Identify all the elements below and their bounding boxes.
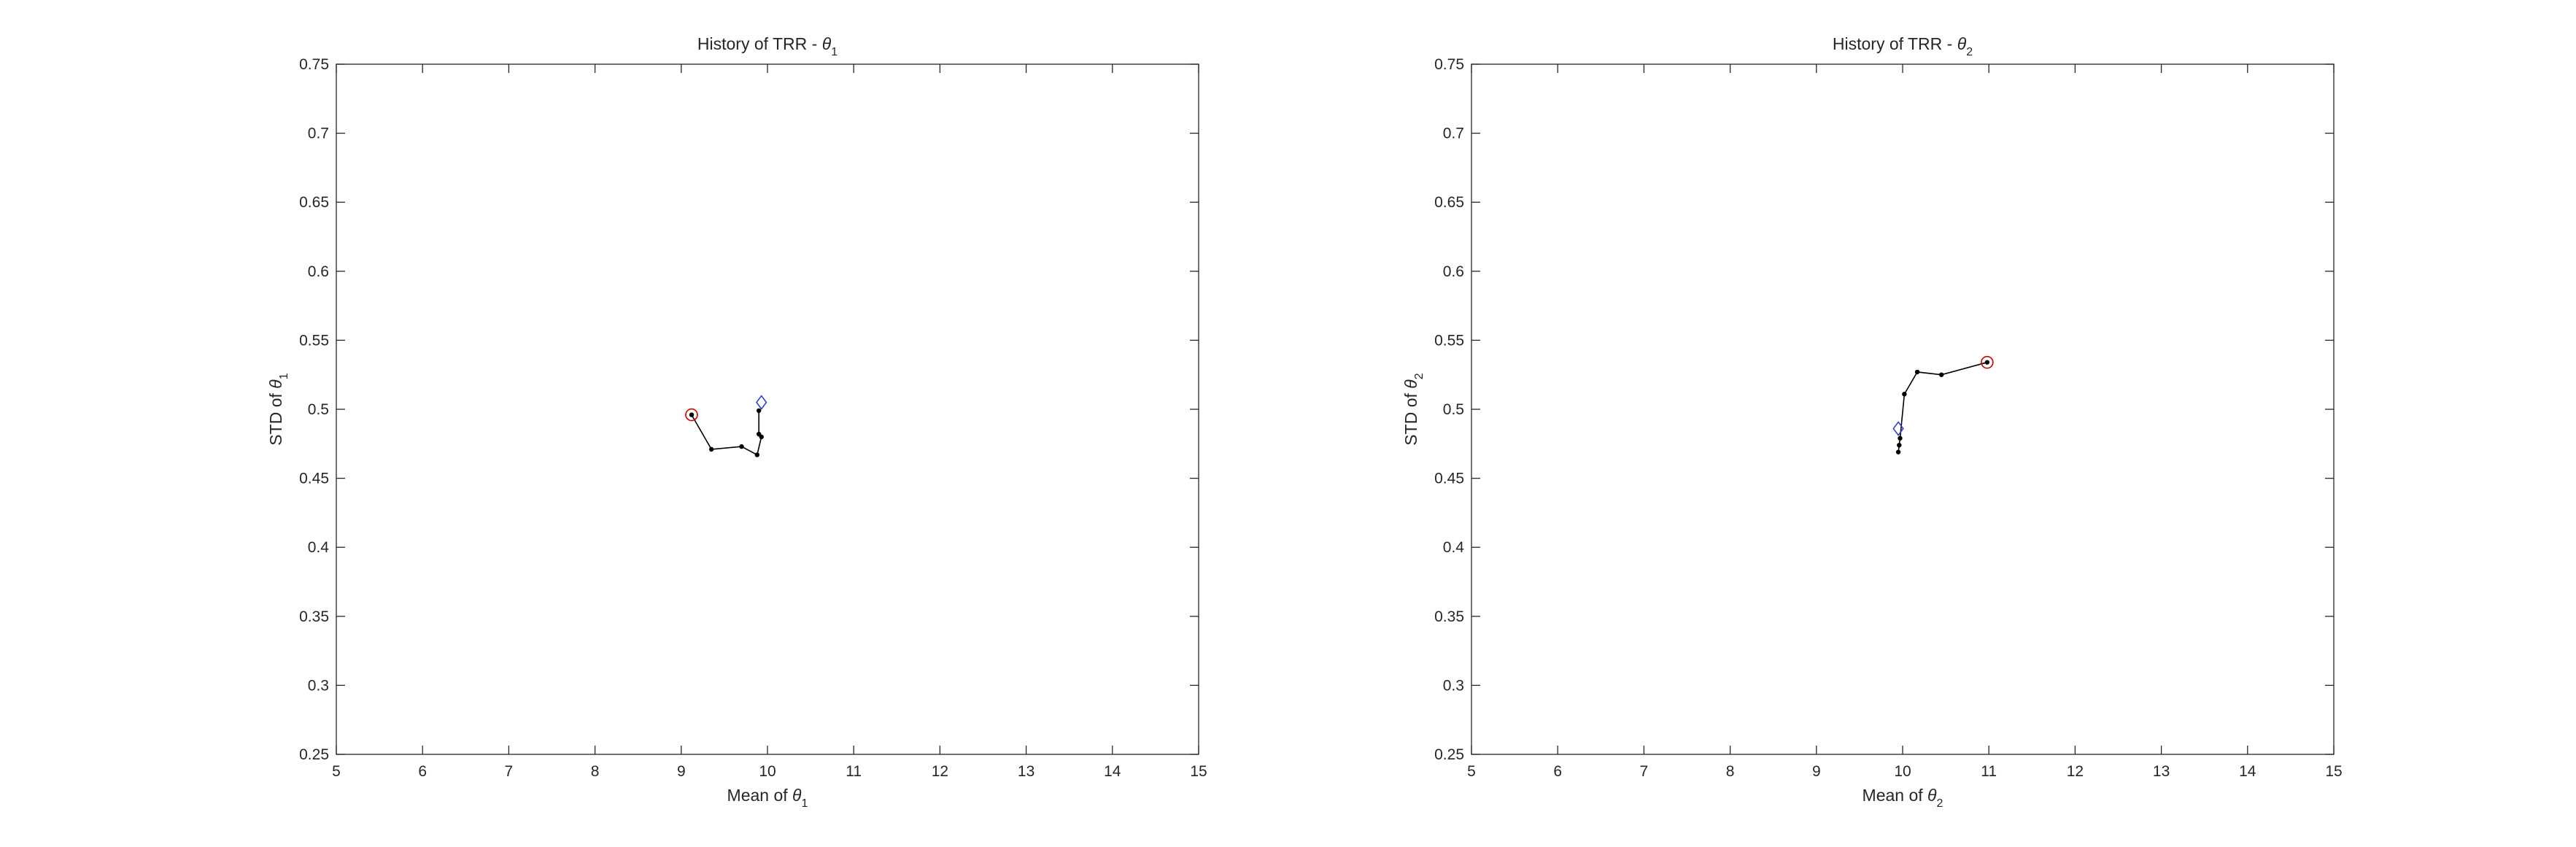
end-marker — [755, 395, 767, 410]
y-tick-label: 0.55 — [299, 332, 329, 349]
x-axis-label: Mean of θ1 — [727, 786, 808, 810]
x-tick-label: 10 — [1894, 763, 1911, 780]
y-tick-label: 0.4 — [1443, 539, 1465, 556]
y-tick-label: 0.75 — [1434, 56, 1464, 73]
y-tick-label: 0.6 — [1443, 263, 1464, 280]
x-tick-label: 9 — [1812, 763, 1821, 780]
x-tick-label: 11 — [846, 763, 862, 780]
data-point — [1898, 436, 1903, 441]
x-tick-label: 6 — [418, 763, 427, 780]
x-tick-label: 12 — [932, 763, 948, 780]
x-tick-label: 10 — [759, 763, 775, 780]
y-tick-label: 0.45 — [299, 471, 329, 487]
y-tick-label: 0.35 — [299, 608, 329, 625]
x-tick-label: 7 — [1640, 763, 1649, 780]
data-point — [756, 431, 762, 437]
x-tick-label: 11 — [1981, 763, 1997, 780]
x-tick-label: 15 — [2325, 763, 2342, 780]
y-tick-label: 0.75 — [299, 56, 329, 73]
y-tick-label: 0.55 — [1434, 332, 1464, 349]
y-tick-label: 0.65 — [1434, 194, 1464, 211]
y-tick-label: 0.5 — [308, 401, 329, 418]
x-tick-label: 15 — [1190, 763, 1207, 780]
y-tick-label: 0.5 — [1443, 401, 1464, 418]
plot-area-frame — [336, 63, 1199, 755]
x-tick-label: 13 — [1018, 763, 1034, 780]
data-point — [1914, 369, 1920, 375]
data-point — [689, 412, 695, 417]
y-tick-label: 0.7 — [1443, 125, 1464, 142]
data-marks — [1892, 355, 1994, 455]
x-tick-label: 7 — [505, 763, 514, 780]
x-tick-label: 9 — [677, 763, 686, 780]
axis-ticks: 5 6 7 8 9 10 11 12 13 14 15 0.25 0.3 0.35 0.4 0.45 0.5 0.… — [1434, 56, 2343, 780]
x-tick-label: 5 — [1467, 763, 1476, 780]
x-axis-label: Mean of θ2 — [1863, 786, 1943, 810]
start-marker — [685, 408, 698, 422]
x-tick-label: 12 — [2067, 763, 2084, 780]
data-point — [1902, 391, 1907, 397]
axis-ticks: 5 6 7 8 9 10 11 12 13 14 15 0.25 0.3 0.35 0.4 0.45 0.5 0.… — [299, 56, 1207, 780]
y-tick-label: 0.25 — [299, 746, 329, 763]
x-tick-label: 14 — [2239, 763, 2256, 780]
x-tick-label: 8 — [1726, 763, 1735, 780]
data-point — [1895, 449, 1901, 455]
data-point — [754, 452, 760, 457]
data-point — [1897, 442, 1902, 448]
y-axis-label: STD of θ2 — [1401, 373, 1426, 445]
y-tick-label: 0.6 — [308, 263, 329, 280]
y-tick-label: 0.3 — [1443, 677, 1464, 694]
chart-title: History of TRR - θ2 — [1833, 34, 1973, 58]
y-tick-label: 0.4 — [308, 539, 330, 556]
chart-title: History of TRR - θ1 — [697, 34, 838, 58]
y-tick-label: 0.7 — [308, 125, 329, 142]
chart-panel-theta1: 5 6 7 8 9 10 11 12 13 14 15 0.25 0.3 0.35 0.4 0.45 0.5 0.… — [266, 34, 1207, 810]
x-tick-label: 14 — [1104, 763, 1121, 780]
end-marker — [1892, 421, 1904, 436]
data-point — [1984, 360, 1990, 365]
x-tick-label: 8 — [591, 763, 600, 780]
y-tick-label: 0.35 — [1434, 608, 1464, 625]
y-tick-label: 0.45 — [1434, 471, 1464, 487]
y-tick-label: 0.65 — [299, 194, 329, 211]
x-tick-label: 5 — [332, 763, 341, 780]
y-tick-label: 0.25 — [1434, 746, 1464, 763]
y-axis-label: STD of θ1 — [266, 373, 290, 445]
start-marker — [1981, 355, 1994, 369]
chart-panel-theta2: 5 6 7 8 9 10 11 12 13 14 15 0.25 0.3 0.35 0.4 0.45 0.5 0.… — [1401, 34, 2343, 810]
x-tick-label: 6 — [1553, 763, 1562, 780]
data-point — [1938, 372, 1944, 377]
data-point — [756, 408, 762, 414]
data-point — [708, 446, 714, 452]
y-tick-label: 0.3 — [308, 677, 329, 694]
data-marks — [685, 395, 767, 457]
x-tick-label: 13 — [2153, 763, 2170, 780]
data-point — [739, 444, 744, 449]
